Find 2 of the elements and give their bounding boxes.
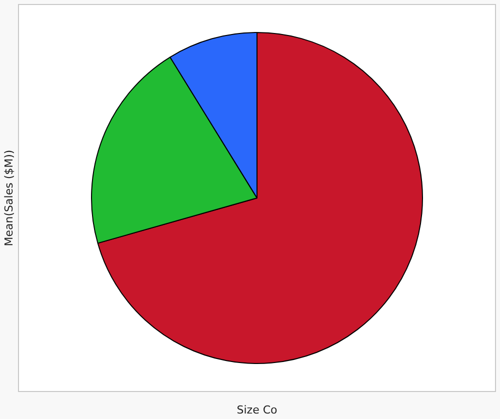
text: Mean(Sales ($M)): [2, 150, 16, 246]
text: Size Co: [236, 404, 278, 416]
